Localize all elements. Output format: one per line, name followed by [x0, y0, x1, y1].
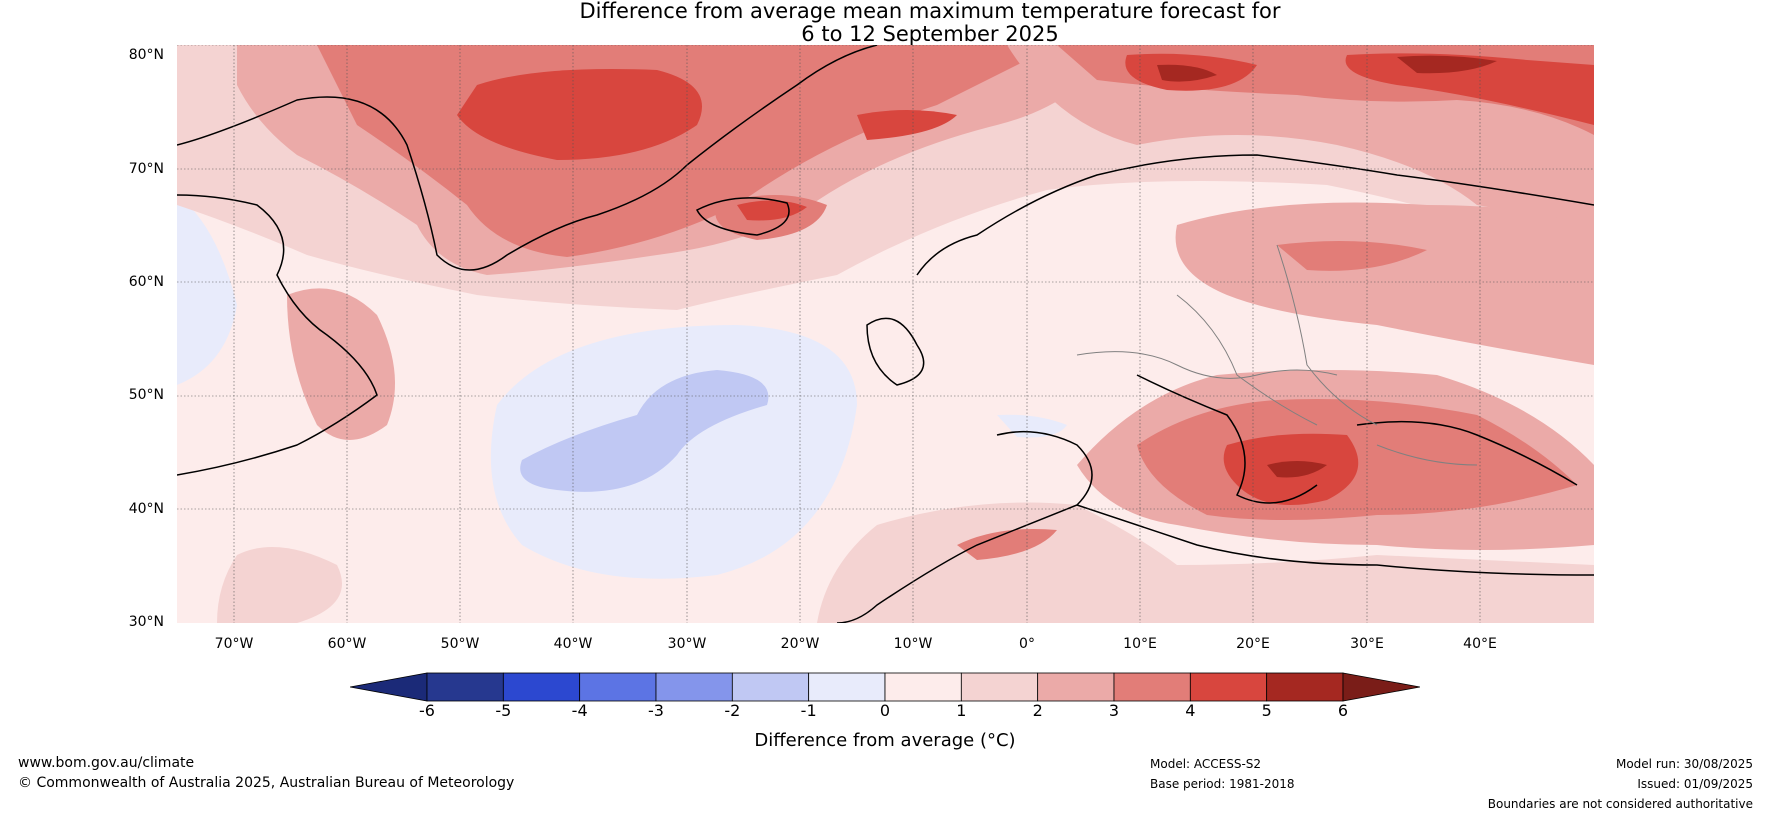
colorbar — [350, 672, 1420, 702]
colorbar-segment — [960, 672, 1039, 702]
colorbar-tick-label: 5 — [1261, 701, 1272, 720]
colorbar-tick-label: -4 — [571, 701, 588, 720]
colorbar-segment — [1266, 672, 1344, 702]
colorbar-tick-label: -6 — [419, 701, 435, 720]
temperature-anomaly-map — [177, 45, 1594, 623]
lon-label-30w: 30°W — [667, 636, 707, 652]
colorbar-segment — [1113, 672, 1191, 702]
lon-label-50w: 50°W — [440, 636, 480, 652]
colorbar-segment — [579, 672, 657, 702]
colorbar-tick-label: 4 — [1185, 701, 1196, 720]
colorbar-segment — [1037, 672, 1115, 702]
colorbar-segment — [502, 672, 581, 702]
colorbar-segment — [731, 672, 810, 702]
colorbar-under-arrow — [350, 672, 428, 702]
model-text: Model: ACCESS-S2 — [1150, 757, 1262, 771]
website-link[interactable]: www.bom.gov.au/climate — [18, 755, 195, 771]
lon-label-40e: 40°E — [1463, 636, 1497, 652]
lon-label-40w: 40°W — [553, 636, 593, 652]
colorbar-tick-label: -2 — [724, 701, 741, 720]
colorbar-tick-label: 3 — [1108, 701, 1120, 720]
colorbar-segment — [655, 672, 733, 702]
lat-label-70n: 70°N — [128, 161, 164, 177]
lat-label-60n: 60°N — [128, 274, 164, 290]
lon-label-20e: 20°E — [1236, 636, 1270, 652]
lon-label-60w: 60°W — [327, 636, 367, 652]
colorbar-segment — [884, 672, 962, 702]
gridlines — [177, 45, 1594, 623]
base-period-text: Base period: 1981-2018 — [1150, 777, 1295, 791]
colorbar-segment — [426, 672, 504, 702]
colorbar-label: Difference from average (°C) — [754, 730, 1016, 751]
colorbar-tick-label: -3 — [648, 701, 664, 720]
cool-core-atlantic — [520, 370, 769, 492]
issued-text: Issued: 01/09/2025 — [1637, 777, 1753, 791]
colorbar-segment — [808, 672, 886, 702]
cool-patch-canada — [177, 195, 237, 385]
colorbar-tick-label: 2 — [1032, 701, 1043, 720]
title-line-1: Difference from average mean maximum tem… — [579, 0, 1281, 23]
lat-label-30n: 30°N — [128, 614, 164, 630]
map-title: Difference from average mean maximum tem… — [0, 0, 1770, 46]
colorbar-tick-label: 1 — [956, 701, 967, 720]
model-run-text: Model run: 30/08/2025 — [1615, 757, 1753, 771]
lon-label-0: 0° — [1019, 636, 1035, 652]
lat-label-40n: 40°N — [128, 501, 164, 517]
country-borders — [1076, 244, 1478, 466]
lon-label-70w: 70°W — [214, 636, 254, 652]
title-line-2: 6 to 12 September 2025 — [801, 22, 1059, 46]
colorbar-tick-label: -5 — [495, 701, 512, 720]
lon-label-10e: 10°E — [1123, 636, 1157, 652]
colorbar-segment — [1189, 672, 1268, 702]
lat-label-50n: 50°N — [128, 387, 164, 403]
colorbar-over-arrow — [1342, 672, 1420, 702]
lon-label-30e: 30°E — [1350, 636, 1384, 652]
lat-label-80n: 80°N — [128, 47, 164, 63]
lon-label-20w: 20°W — [780, 636, 820, 652]
disclaimer-text: Boundaries are not considered authoritat… — [1487, 797, 1753, 811]
colorbar-tick-label: 6 — [1337, 701, 1349, 720]
lon-label-10w: 10°W — [893, 636, 933, 652]
copyright-text: © Commonwealth of Australia 2025, Austra… — [18, 775, 515, 791]
colorbar-tick-label: -1 — [800, 701, 817, 720]
colorbar-tick-label: 0 — [879, 701, 891, 720]
